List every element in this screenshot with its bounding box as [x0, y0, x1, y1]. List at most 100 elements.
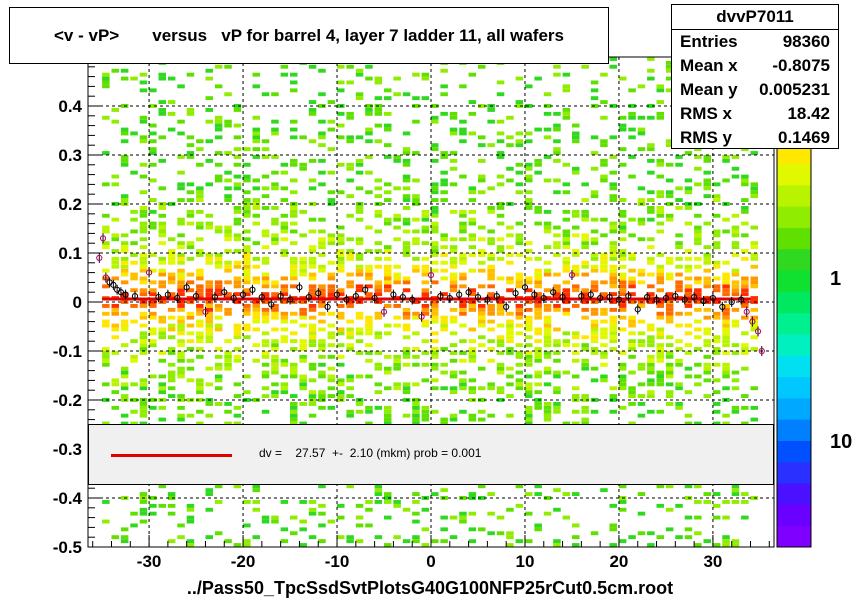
heatmap-cell	[139, 280, 148, 285]
heatmap-cell	[722, 292, 730, 297]
heatmap-cell	[233, 155, 242, 159]
heatmap-cell	[120, 319, 129, 324]
heatmap-cell	[205, 323, 213, 328]
heatmap-cell	[327, 272, 336, 277]
heatmap-cell	[459, 131, 467, 136]
heatmap-cell	[355, 327, 364, 332]
heatmap-cell	[402, 241, 411, 246]
heatmap-cell	[167, 496, 176, 500]
heatmap-cell	[600, 178, 608, 183]
heatmap-cell	[318, 237, 326, 242]
heatmap-cell	[139, 413, 148, 418]
heatmap-cell	[252, 358, 260, 363]
heatmap-cell	[534, 402, 542, 406]
heatmap-cell	[712, 245, 721, 250]
heatmap-cell	[581, 241, 589, 246]
heatmap-cell	[167, 351, 176, 355]
heatmap-cell	[196, 398, 204, 402]
heatmap-cell	[271, 292, 279, 297]
heatmap-cell	[694, 327, 702, 332]
heatmap-cell	[628, 347, 636, 351]
heatmap-cell	[440, 268, 448, 273]
profile-point	[164, 291, 171, 298]
heatmap-cell	[468, 198, 477, 202]
heatmap-cell	[158, 284, 166, 289]
heatmap-cell	[703, 253, 711, 257]
heatmap-cell	[120, 527, 129, 532]
heatmap-cell	[600, 351, 608, 355]
heatmap-cell	[214, 123, 223, 128]
heatmap-cell	[271, 339, 279, 344]
heatmap-cell	[327, 311, 336, 316]
heatmap-cell	[600, 115, 608, 120]
heatmap-cell	[111, 307, 119, 312]
heatmap-cell	[731, 253, 740, 257]
heatmap-cell	[506, 143, 514, 148]
heatmap-cell	[271, 237, 279, 242]
heatmap-cell	[712, 339, 721, 344]
heatmap-cell	[252, 127, 260, 132]
heatmap-cell	[130, 76, 138, 81]
heatmap-cell	[440, 170, 448, 175]
heatmap-cell	[440, 84, 448, 89]
heatmap-cell	[468, 111, 477, 116]
heatmap-cell	[111, 335, 119, 340]
heatmap-cell	[722, 323, 730, 328]
profile-point	[362, 286, 369, 293]
heatmap-cell	[290, 366, 298, 371]
heatmap-cell	[355, 96, 364, 101]
heatmap-cell	[581, 237, 589, 242]
heatmap-cell	[562, 370, 571, 375]
heatmap-cell	[177, 245, 185, 250]
profile-point	[738, 296, 745, 303]
stats-box: dvvP7011 Entries 98360 Mean x -0.8075 Me…	[671, 4, 839, 149]
heatmap-cell	[543, 260, 552, 265]
heatmap-cell	[543, 335, 552, 340]
heatmap-cell	[402, 158, 411, 163]
heatmap-cell	[656, 354, 664, 359]
heatmap-cell	[214, 402, 223, 406]
heatmap-cell	[337, 256, 345, 261]
heatmap-cell	[609, 249, 617, 253]
heatmap-cell	[318, 511, 326, 516]
heatmap-cell	[609, 253, 617, 257]
heatmap-cell	[703, 500, 711, 504]
heatmap-cell	[618, 221, 627, 226]
heatmap-cell	[412, 382, 420, 387]
heatmap-cell	[280, 198, 289, 202]
heatmap-cell	[177, 331, 185, 336]
heatmap-cell	[600, 268, 608, 273]
heatmap-cell	[478, 398, 486, 402]
palette-swatch	[777, 163, 811, 186]
heatmap-cell	[167, 76, 176, 81]
heatmap-cell	[675, 405, 683, 410]
heatmap-cell	[290, 229, 298, 234]
heatmap-cell	[656, 190, 664, 195]
heatmap-cell	[402, 386, 411, 391]
heatmap-cell	[421, 76, 430, 81]
heatmap-cell	[318, 405, 326, 410]
heatmap-cell	[261, 260, 270, 265]
heatmap-cell	[515, 539, 524, 544]
heatmap-cell	[665, 343, 674, 348]
heatmap-cell	[365, 131, 373, 136]
heatmap-cell	[149, 225, 157, 230]
heatmap-cell	[609, 339, 617, 344]
heatmap-cell	[459, 229, 467, 234]
heatmap-cell	[703, 178, 711, 183]
heatmap-cell	[196, 386, 204, 391]
heatmap-cell	[487, 241, 495, 246]
heatmap-cell	[214, 327, 223, 332]
heatmap-cell	[139, 402, 148, 406]
heatmap-cell	[205, 158, 213, 163]
heatmap-cell	[694, 421, 702, 426]
heatmap-cell	[346, 139, 354, 144]
heatmap-cell	[252, 131, 260, 136]
heatmap-cell	[590, 351, 599, 355]
heatmap-cell	[553, 288, 561, 293]
heatmap-cell	[365, 523, 373, 528]
heatmap-cell	[468, 358, 477, 363]
heatmap-cell	[224, 229, 232, 234]
x-tick-label: -10	[325, 552, 350, 571]
heatmap-cell	[534, 358, 542, 363]
